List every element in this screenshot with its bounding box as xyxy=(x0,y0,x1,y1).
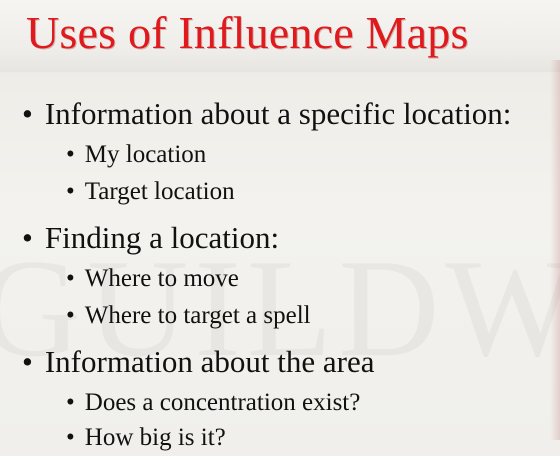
bullet-glyph: • xyxy=(22,220,33,255)
sub-bullet-text: Where to target a spell xyxy=(84,302,311,329)
slide-title: Uses of Influence Maps xyxy=(26,7,469,58)
bullet-text: Information about a specific location: xyxy=(44,96,512,131)
sub-bullet-item-3-1: • Does a concentration exist? xyxy=(66,389,360,417)
bullet-glyph: • xyxy=(66,141,75,168)
bullet-glyph: • xyxy=(66,302,75,329)
sub-bullet-item-3-2: • How big is it? xyxy=(66,424,226,452)
sub-bullet-text: My location xyxy=(84,141,207,168)
sub-bullet-text: Does a concentration exist? xyxy=(84,389,361,416)
sub-bullet-text: Target location xyxy=(84,178,235,205)
sub-bullet-item-1-1: • My location xyxy=(66,141,206,169)
bullet-glyph: • xyxy=(66,424,75,451)
bullet-glyph: • xyxy=(66,265,75,292)
bullet-text: Information about the area xyxy=(44,344,375,379)
title-band xyxy=(0,0,560,72)
bullet-glyph: • xyxy=(22,96,33,131)
sub-bullet-item-2-1: • Where to move xyxy=(66,265,239,293)
sub-bullet-text: Where to move xyxy=(84,265,239,292)
sub-bullet-item-1-2: • Target location xyxy=(66,178,235,206)
bullet-item-1: • Information about a specific location: xyxy=(22,96,511,132)
sub-bullet-text: How big is it? xyxy=(84,424,226,451)
bullet-glyph: • xyxy=(22,344,33,379)
bullet-item-3: • Information about the area xyxy=(22,344,375,380)
slide-edge-shadow xyxy=(550,60,560,440)
sub-bullet-item-2-2: • Where to target a spell xyxy=(66,302,311,330)
bullet-text: Finding a location: xyxy=(44,220,280,255)
bullet-glyph: • xyxy=(66,389,75,416)
bullet-glyph: • xyxy=(66,178,75,205)
bullet-item-2: • Finding a location: xyxy=(22,220,279,256)
